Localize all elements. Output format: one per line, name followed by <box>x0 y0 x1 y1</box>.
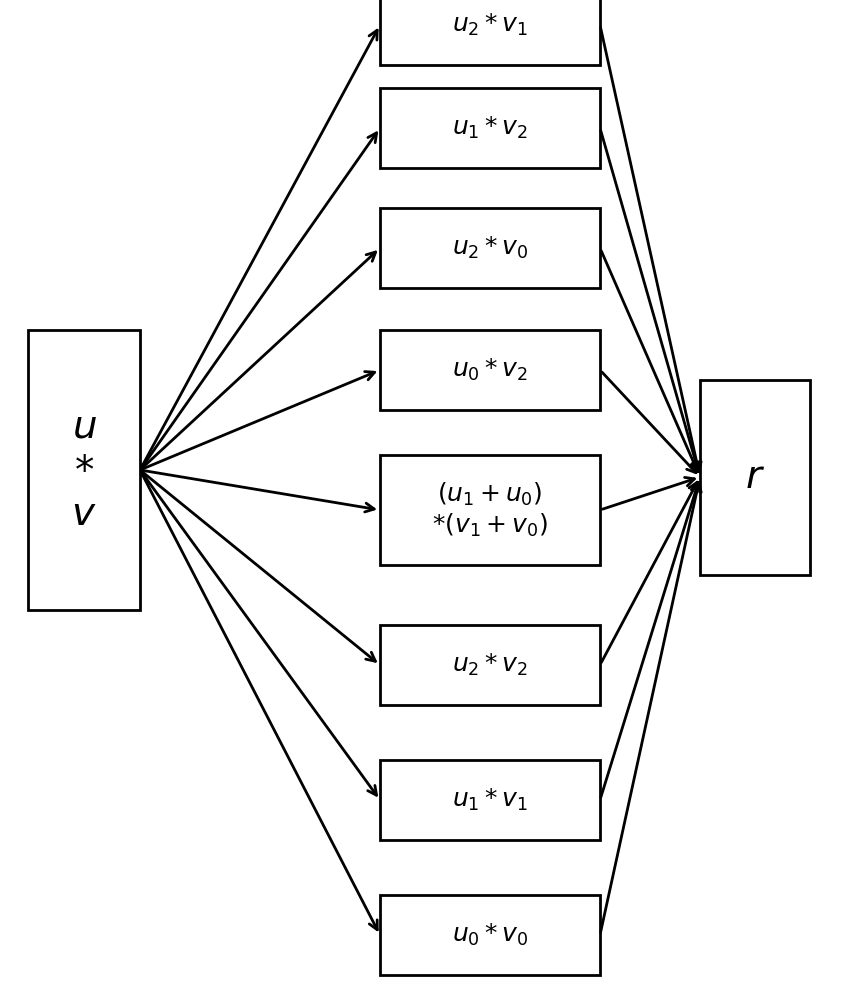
Text: $u_1 * v_1$: $u_1 * v_1$ <box>452 787 528 813</box>
Bar <box>380 455 600 565</box>
Text: $u_0 * v_0$: $u_0 * v_0$ <box>451 922 528 948</box>
Bar <box>380 88 600 168</box>
Bar <box>380 625 600 705</box>
Text: $u_1 * v_2$: $u_1 * v_2$ <box>452 115 528 141</box>
Text: $u_2 * v_2$: $u_2 * v_2$ <box>452 652 528 678</box>
Bar <box>28 330 140 610</box>
Bar <box>380 895 600 975</box>
Text: $u_2 * v_1$: $u_2 * v_1$ <box>452 12 528 38</box>
Text: $u_0 * v_2$: $u_0 * v_2$ <box>452 357 528 383</box>
Text: $r$: $r$ <box>745 458 765 496</box>
Bar <box>380 760 600 840</box>
Bar <box>380 208 600 288</box>
Text: $(u_1+u_0)$
$*(v_1+v_0)$: $(u_1+u_0)$ $*(v_1+v_0)$ <box>432 481 548 539</box>
Text: $u$
$*$
$v$: $u$ $*$ $v$ <box>72 407 97 533</box>
Bar <box>380 330 600 410</box>
Bar <box>700 379 810 574</box>
Bar <box>380 0 600 65</box>
Text: $u_2 * v_0$: $u_2 * v_0$ <box>451 235 528 261</box>
